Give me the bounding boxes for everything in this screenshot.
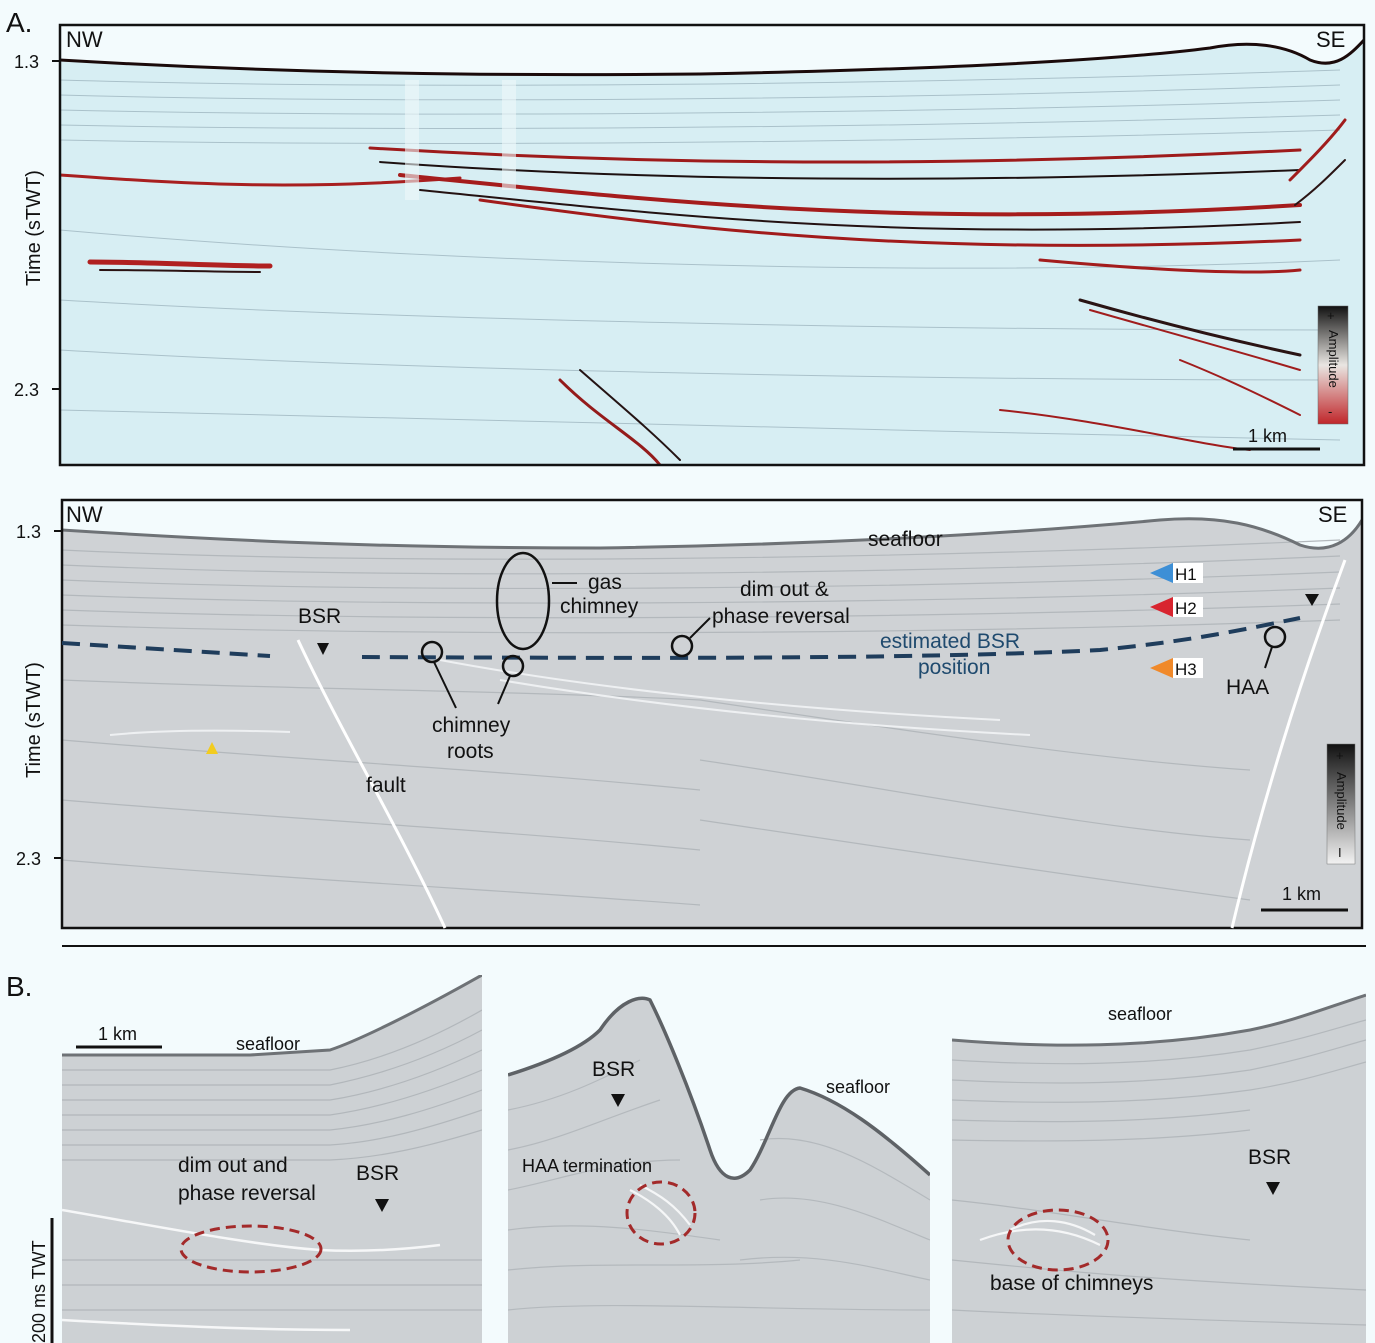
detail-left-scale-bar: 1 km: [76, 1024, 162, 1049]
vertical-scale-label: 200 ms TWT: [29, 1240, 49, 1343]
detail-left-dim-out-label-1: dim out and: [178, 1154, 288, 1177]
gray-colorbar-plus: +: [1336, 748, 1344, 763]
panel-b-label: B.: [6, 971, 32, 1002]
color-tick-1-3: 1.3: [14, 52, 39, 72]
detail-middle-bsr-label: BSR: [592, 1058, 635, 1081]
h3-label: H3: [1175, 660, 1197, 679]
horizon-legend: H1 H2 H3: [1150, 563, 1203, 679]
detail-middle-bsr-marker: [611, 1094, 625, 1107]
estimated-bsr-label-2: position: [918, 656, 990, 679]
panel-a-label: A.: [6, 7, 32, 38]
yellow-marker: [206, 742, 218, 754]
detail-left-scale-bar-label: 1 km: [98, 1024, 137, 1044]
detail-left-ellipse: [179, 1224, 323, 1274]
seafloor-label: seafloor: [868, 528, 943, 551]
detail-left-bsr-marker: [375, 1199, 389, 1212]
gray-colorbar-label: Amplitude: [1334, 772, 1349, 830]
color-y-axis-label: Time (sTWT): [23, 170, 45, 286]
chimney-roots-label-1: chimney: [432, 714, 511, 737]
gray-scale-bar: 1 km: [1261, 884, 1348, 912]
gray-tick-2-3: 2.3: [16, 849, 41, 869]
fault-line-right: [1230, 559, 1347, 929]
color-seismic-section: [58, 23, 1366, 467]
dim-out-label-1: dim out &: [740, 578, 829, 601]
color-dir-se: SE: [1316, 27, 1345, 52]
color-colorbar-label: Amplitude: [1326, 330, 1341, 388]
detail-middle-haa-label: HAA termination: [522, 1156, 652, 1176]
detail-left-seafloor-label: seafloor: [236, 1034, 300, 1054]
chimney-root-circle-1: [420, 640, 444, 664]
detail-right-seafloor-label: seafloor: [1108, 1004, 1172, 1024]
chimney-root-circle-2: [501, 654, 525, 678]
gray-dir-se: SE: [1318, 502, 1347, 527]
gray-y-axis-label: Time (sTWT): [23, 662, 45, 778]
bsr-marker: [317, 643, 329, 655]
detail-right-ellipse: [1006, 1208, 1110, 1272]
haa-marker: [1305, 594, 1319, 606]
color-scale-bar-label: 1 km: [1248, 426, 1287, 446]
haa-label: HAA: [1226, 676, 1269, 699]
gas-chimney-label-1: gas: [588, 571, 622, 594]
h2-arrow: [1150, 597, 1173, 617]
detail-right-bsr-marker: [1266, 1182, 1280, 1195]
detail-middle-section: [508, 996, 930, 1343]
h1-arrow: [1150, 563, 1173, 583]
color-colorbar-plus: +: [1327, 308, 1335, 323]
color-colorbar-minus: -: [1328, 404, 1332, 419]
dim-out-label-2: phase reversal: [712, 605, 850, 628]
chimney-roots-label-2: roots: [447, 740, 494, 763]
detail-middle-seafloor-label: seafloor: [826, 1077, 890, 1097]
gray-dir-nw: NW: [66, 502, 103, 527]
color-dir-nw: NW: [66, 27, 103, 52]
gray-amplitude-colorbar: + Amplitude I: [1326, 743, 1356, 865]
gas-chimney-label-2: chimney: [560, 595, 639, 618]
bsr-dashed-line-left: [61, 641, 271, 658]
fault-label: fault: [366, 774, 406, 797]
gas-chimney-ellipse: [495, 551, 551, 651]
bsr-dashed-line-right: [361, 616, 1301, 660]
color-scale-bar: 1 km: [1233, 426, 1320, 451]
detail-right-base-label: base of chimneys: [990, 1272, 1153, 1295]
color-amplitude-colorbar: + Amplitude -: [1317, 305, 1349, 425]
detail-left-bsr-label: BSR: [356, 1162, 399, 1185]
detail-left-dim-out-label-2: phase reversal: [178, 1182, 316, 1205]
gray-colorbar-minus: I: [1338, 845, 1342, 860]
detail-right-section: [952, 993, 1366, 1343]
bsr-label: BSR: [298, 605, 341, 628]
detail-left-section: [62, 975, 482, 1343]
h2-label: H2: [1175, 599, 1197, 618]
gray-scale-bar-label: 1 km: [1282, 884, 1321, 904]
dim-out-circle: [670, 634, 694, 658]
h3-arrow: [1150, 658, 1173, 678]
gray-seismic-section: [60, 498, 1364, 930]
detail-right-bsr-label: BSR: [1248, 1146, 1291, 1169]
gray-tick-1-3: 1.3: [16, 522, 41, 542]
estimated-bsr-label-1: estimated BSR: [880, 630, 1020, 653]
fault-line-left: [296, 639, 447, 929]
color-tick-2-3: 2.3: [14, 380, 39, 400]
haa-circle: [1263, 625, 1287, 649]
h1-label: H1: [1175, 565, 1197, 584]
detail-middle-ellipse: [625, 1180, 697, 1246]
